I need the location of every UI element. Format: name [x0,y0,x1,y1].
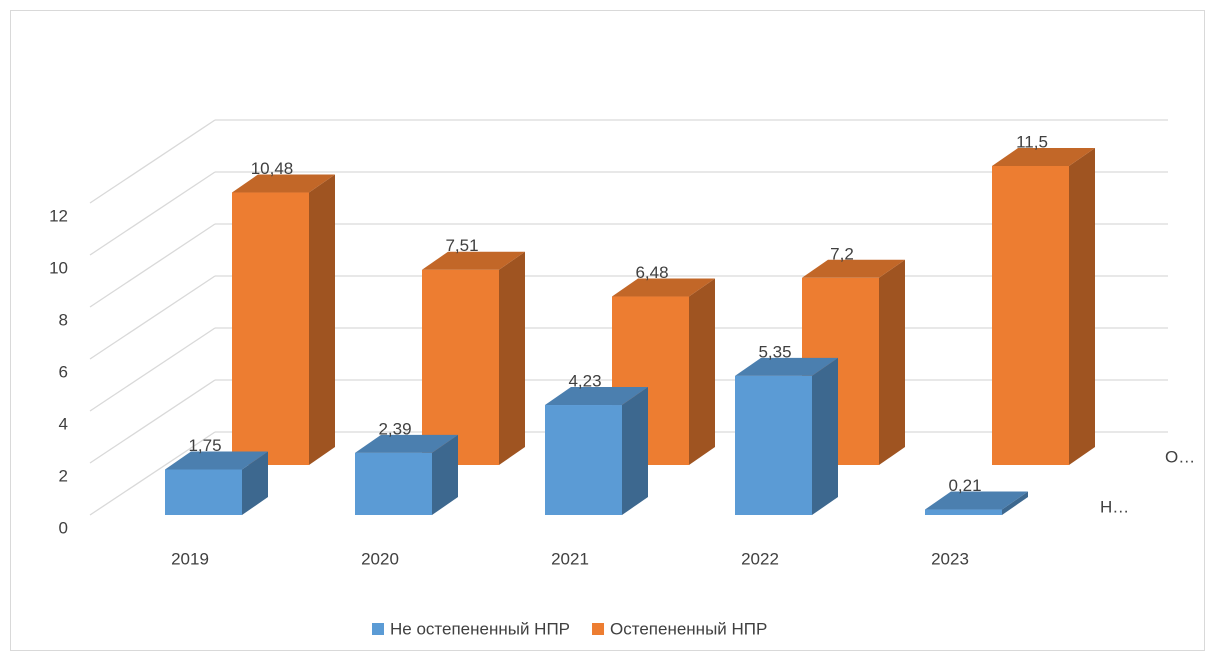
bar-side [309,174,335,465]
bar-top [355,434,458,453]
data-label: 7,2 [830,244,854,263]
bar-side [879,259,905,465]
data-label: 0,21 [948,476,981,495]
y-tick-label: 8 [59,310,68,329]
legend-label: Остепененный НПР [610,619,767,638]
x-tick-label: 2021 [551,549,589,568]
bar-side [432,434,458,515]
bar [735,375,812,515]
x-tick-label: 2022 [741,549,779,568]
grid-line [89,223,216,308]
data-label: 1,75 [188,436,221,455]
bar-top [612,278,715,297]
bar-top [802,259,905,278]
bar-side [1002,491,1028,515]
bar-side [689,278,715,465]
legend-swatch [372,623,384,635]
y-tick-label: 0 [59,518,68,537]
bar-top [925,491,1028,510]
data-label: 7,51 [445,236,478,255]
bar [355,452,432,515]
series-axis-label: О… [1165,447,1195,466]
legend-label: Не остепененный НПР [390,619,570,638]
x-tick-label: 2020 [361,549,399,568]
bar [232,192,309,465]
bar-side [812,357,838,515]
y-tick-label: 12 [49,206,68,225]
data-label: 10,48 [251,159,294,178]
grid-line [89,119,216,204]
bar-top [735,357,838,376]
bar-top [232,174,335,193]
grid-line [89,327,216,412]
bar-side [622,387,648,515]
data-label: 5,35 [758,342,791,361]
data-label: 11,5 [1016,132,1048,151]
bar [925,509,1002,515]
bar-side [242,451,268,515]
bar-top [422,251,525,270]
data-label: 4,23 [568,372,601,391]
bar-side [1069,148,1095,465]
bar [422,269,499,465]
bar-top [992,148,1095,166]
bar [992,166,1069,465]
data-label: 2,39 [378,419,411,438]
grid-line [89,379,216,464]
bar-top [165,451,268,470]
legend-swatch [592,623,605,635]
y-tick-label: 10 [49,258,68,277]
series-axis-label: Н… [1100,497,1129,516]
y-tick-label: 2 [59,466,68,485]
grid-line [89,171,216,256]
y-tick-label: 6 [59,362,68,381]
bar [165,469,242,515]
y-tick-label: 4 [59,414,68,433]
data-label: 6,48 [635,263,668,282]
x-tick-label: 2023 [931,549,969,568]
bar-top [545,387,648,406]
bar-side [499,251,525,465]
grid-line [89,275,216,360]
grid-line [89,431,216,516]
x-tick-label: 2019 [171,549,209,568]
bar [545,405,622,515]
